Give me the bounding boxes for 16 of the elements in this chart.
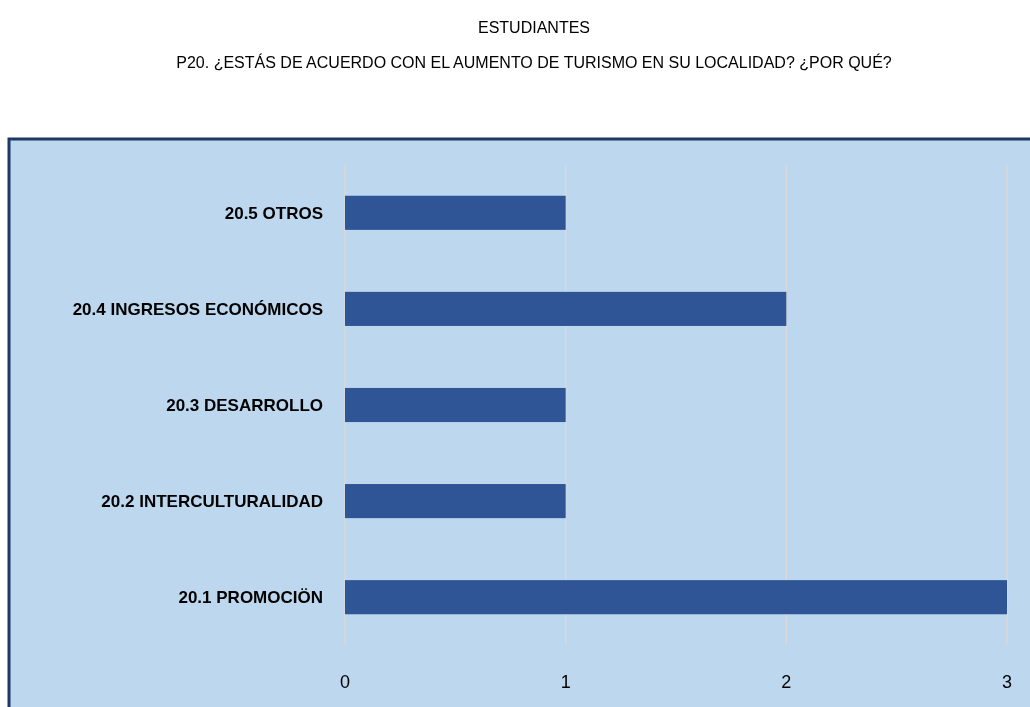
chart-subtitle: P20. ¿ESTÁS DE ACUERDO CON EL AUMENTO DE TURISMO EN SU LOCALIDAD? ¿POR QUÉ? [176, 53, 892, 71]
bar [345, 387, 566, 423]
bar [345, 195, 566, 230]
bar [345, 291, 787, 326]
bar [345, 580, 1007, 615]
chart-title: ESTUDIANTES [477, 19, 591, 36]
y-tick-label: 20.4 INGRESOS ECONÓMICOS [72, 299, 323, 319]
bar [345, 484, 566, 519]
y-tick-label: 20.5 OTROS [224, 203, 323, 223]
y-tick-label: 20.3 DESARROLLO [166, 395, 323, 415]
y-tick-label: 20.2 INTERCULTURALIDAD [101, 492, 323, 512]
x-tick-label: 3 [1001, 672, 1013, 693]
y-tick-label: 20.1 PROMOCIÖN [178, 588, 323, 608]
x-tick-label: 0 [339, 672, 351, 693]
x-tick-label: 1 [560, 672, 571, 693]
x-tick-label: 2 [781, 672, 792, 693]
